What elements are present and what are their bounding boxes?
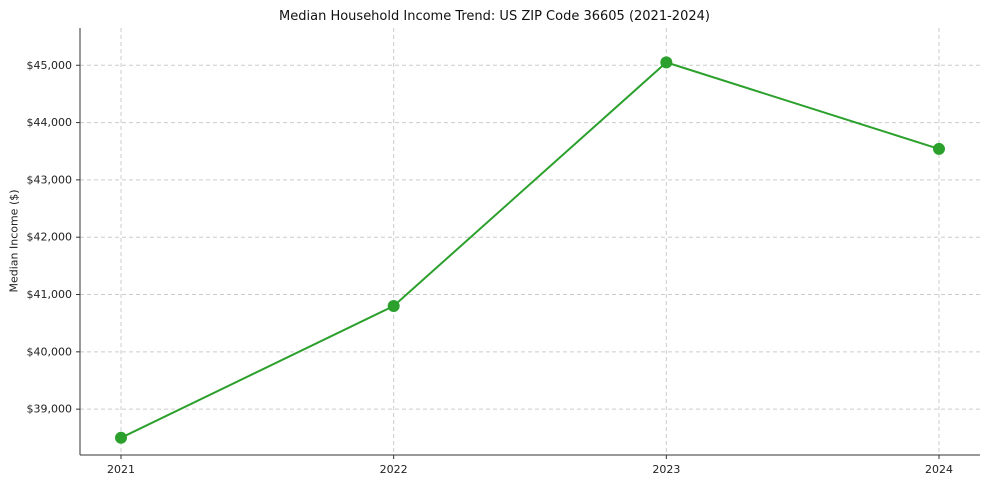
x-tick-label: 2022 [380, 463, 408, 476]
x-tick-label: 2021 [107, 463, 135, 476]
y-axis-label: Median Income ($) [7, 189, 21, 293]
data-point [660, 56, 673, 69]
chart-title: Median Household Income Trend: US ZIP Co… [279, 9, 710, 24]
y-tick-label: $45,000 [27, 59, 73, 72]
y-tick-label: $42,000 [27, 231, 73, 244]
data-point [387, 299, 400, 312]
y-tick-label: $41,000 [27, 288, 73, 301]
x-tick-label: 2023 [652, 463, 680, 476]
x-tick-label: 2024 [925, 463, 953, 476]
trend-line [120, 61, 940, 439]
y-tick-label: $39,000 [27, 403, 73, 416]
y-tick-label: $44,000 [27, 116, 73, 129]
data-point [115, 431, 127, 444]
y-tick-label: $40,000 [27, 345, 73, 358]
y-tick-label: $43,000 [27, 173, 73, 186]
data-point [933, 142, 945, 155]
